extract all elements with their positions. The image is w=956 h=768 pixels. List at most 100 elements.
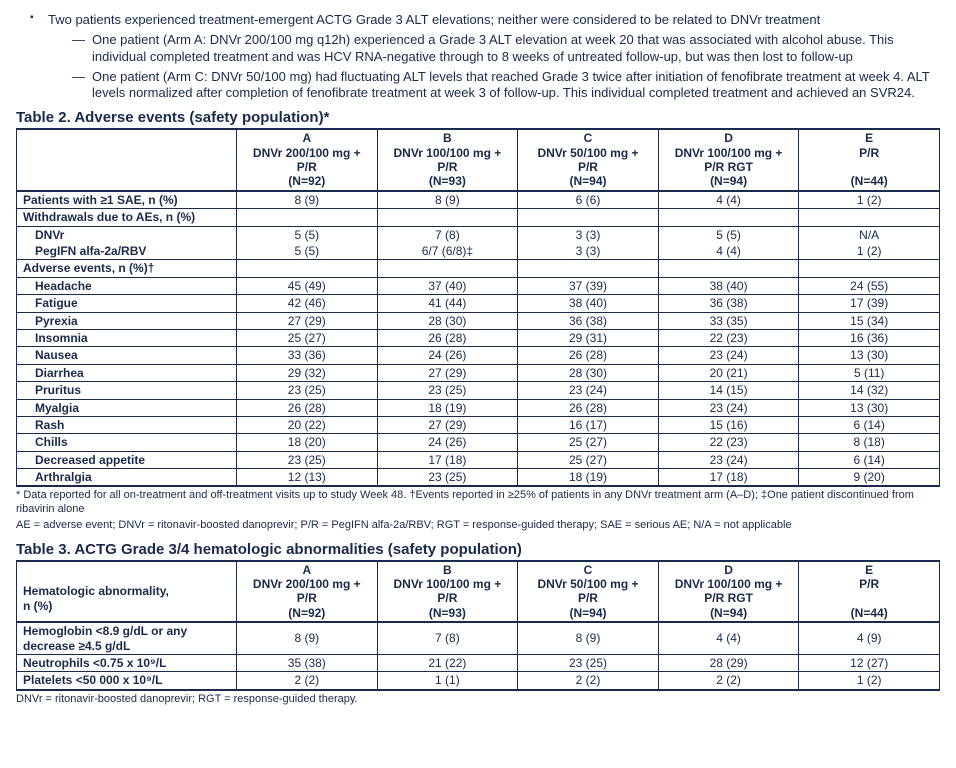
bullet-main-text: Two patients experienced treatment-emerg…	[48, 12, 820, 27]
col-line1: DNVr 50/100 mg +	[524, 577, 652, 591]
col-line3: (N=92)	[243, 174, 371, 188]
table-cell: 5 (5)	[658, 226, 799, 243]
table-cell	[377, 209, 518, 226]
table-cell	[518, 209, 659, 226]
table2-stub-header	[17, 129, 237, 191]
table-cell	[658, 209, 799, 226]
table-cell: 4 (9)	[799, 622, 940, 654]
table-cell: 12 (13)	[237, 469, 378, 487]
table-row-label: Insomnia	[17, 329, 237, 346]
table-cell: 4 (4)	[658, 243, 799, 260]
table-cell: 29 (32)	[237, 364, 378, 381]
table-cell: 38 (40)	[518, 295, 659, 312]
table-cell: 18 (19)	[518, 469, 659, 487]
intro-bullets: Two patients experienced treatment-emerg…	[16, 12, 940, 101]
stub-line2: n (%)	[23, 599, 230, 613]
table-cell: 14 (32)	[799, 382, 940, 399]
table-cell: 20 (21)	[658, 364, 799, 381]
table-cell: 1 (2)	[799, 191, 940, 209]
table-cell: 33 (36)	[237, 347, 378, 364]
table2-footnote-2: AE = adverse event; DNVr = ritonavir-boo…	[16, 519, 940, 533]
sub-bullets: One patient (Arm A: DNVr 200/100 mg q12h…	[48, 32, 940, 101]
col-line3: (N=94)	[665, 174, 793, 188]
col-line1: DNVr 50/100 mg +	[524, 146, 652, 160]
col-line3: (N=94)	[665, 606, 793, 620]
table-cell: 17 (18)	[658, 469, 799, 487]
table-cell	[237, 209, 378, 226]
table-cell: 2 (2)	[237, 672, 378, 690]
table-cell	[518, 260, 659, 277]
table3-col-a: A DNVr 200/100 mg + P/R (N=92)	[237, 561, 378, 623]
col-line2: P/R	[243, 591, 371, 605]
col-letter: A	[243, 131, 371, 145]
table-cell: 37 (39)	[518, 277, 659, 294]
col-line1: DNVr 200/100 mg +	[243, 146, 371, 160]
col-line2: P/R	[805, 577, 933, 591]
table-row-label: Adverse events, n (%)†	[17, 260, 237, 277]
table-cell: 4 (4)	[658, 622, 799, 654]
stub-line1: Hematologic abnormality,	[23, 584, 230, 598]
table-row-label: Myalgia	[17, 399, 237, 416]
table-row-label: Patients with ≥1 SAE, n (%)	[17, 191, 237, 209]
table-cell: 29 (31)	[518, 329, 659, 346]
table-cell: 16 (36)	[799, 329, 940, 346]
table-row-label: Withdrawals due to AEs, n (%)	[17, 209, 237, 226]
col-line3: (N=44)	[805, 174, 933, 188]
table-cell	[237, 260, 378, 277]
col-line3: (N=94)	[524, 174, 652, 188]
table-cell: 12 (27)	[799, 655, 940, 672]
table-cell: 37 (40)	[377, 277, 518, 294]
table-row-label: Neutrophils <0.75 x 10⁹/L	[17, 655, 237, 672]
table3-col-d: D DNVr 100/100 mg + P/R RGT (N=94)	[658, 561, 799, 623]
table-cell: 1 (2)	[799, 672, 940, 690]
col-letter: C	[524, 563, 652, 577]
table-cell: 21 (22)	[377, 655, 518, 672]
table-row-label: Fatigue	[17, 295, 237, 312]
table-cell: 15 (16)	[658, 416, 799, 433]
table-cell: 23 (24)	[658, 451, 799, 468]
table-row-label: DNVr	[17, 226, 237, 243]
table-row-label: Platelets <50 000 x 10⁹/L	[17, 672, 237, 690]
table-cell: 45 (49)	[237, 277, 378, 294]
table-cell: 7 (8)	[377, 622, 518, 654]
table-cell: N/A	[799, 226, 940, 243]
table-row-label: Rash	[17, 416, 237, 433]
table-cell: 15 (34)	[799, 312, 940, 329]
table-cell	[658, 260, 799, 277]
col-line3: (N=92)	[243, 606, 371, 620]
table-row-label: Nausea	[17, 347, 237, 364]
table-cell: 5 (11)	[799, 364, 940, 381]
table-cell: 28 (30)	[518, 364, 659, 381]
table-cell: 18 (19)	[377, 399, 518, 416]
table-cell: 23 (24)	[518, 382, 659, 399]
table-cell: 6 (14)	[799, 451, 940, 468]
sub-bullet-1: One patient (Arm A: DNVr 200/100 mg q12h…	[76, 32, 940, 65]
col-letter: B	[384, 563, 512, 577]
table-cell: 13 (30)	[799, 347, 940, 364]
col-line2: P/R	[805, 146, 933, 160]
col-line2: P/R RGT	[665, 160, 793, 174]
table-cell: 13 (30)	[799, 399, 940, 416]
table-cell: 9 (20)	[799, 469, 940, 487]
table3-col-b: B DNVr 100/100 mg + P/R (N=93)	[377, 561, 518, 623]
col-line1: DNVr 200/100 mg +	[243, 577, 371, 591]
table-cell: 17 (18)	[377, 451, 518, 468]
table3-footnote: DNVr = ritonavir-boosted danoprevir; RGT…	[16, 693, 940, 707]
table-row-label: PegIFN alfa-2a/RBV	[17, 243, 237, 260]
col-line3: (N=94)	[524, 606, 652, 620]
bullet-main: Two patients experienced treatment-emerg…	[36, 12, 940, 101]
table-cell: 1 (2)	[799, 243, 940, 260]
table-row-label: Pyrexia	[17, 312, 237, 329]
table-cell: 14 (15)	[658, 382, 799, 399]
col-line2: P/R	[384, 591, 512, 605]
table-cell: 24 (55)	[799, 277, 940, 294]
table-cell	[799, 209, 940, 226]
table2-col-e: E P/R (N=44)	[799, 129, 940, 191]
table-cell: 4 (4)	[658, 191, 799, 209]
table-cell: 38 (40)	[658, 277, 799, 294]
col-line1: DNVr 100/100 mg +	[665, 146, 793, 160]
table-cell: 22 (23)	[658, 329, 799, 346]
table-row-label: Pruritus	[17, 382, 237, 399]
table-cell: 8 (9)	[518, 622, 659, 654]
table-cell: 20 (22)	[237, 416, 378, 433]
